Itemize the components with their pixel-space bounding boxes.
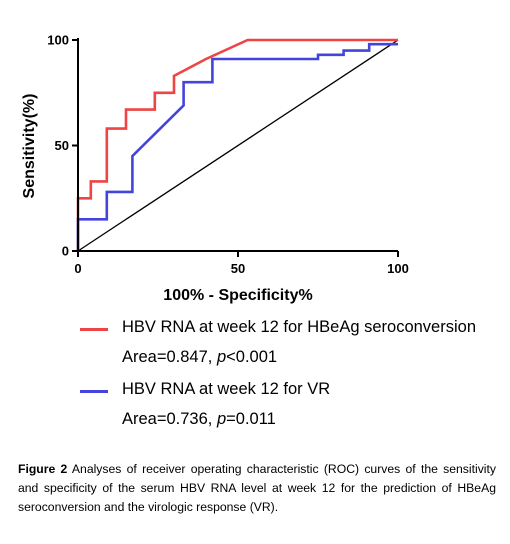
- plot-area: 0 50 100 0 50 100: [47, 33, 409, 277]
- legend-series-name: HBV RNA at week 12 for VR: [122, 380, 331, 398]
- legend: HBV RNA at week 12 for HBeAg seroconvers…: [80, 318, 510, 442]
- y-tick-label: 50: [55, 138, 69, 153]
- x-tick-label: 100: [387, 261, 409, 276]
- legend-series-stat: Area=0.736, p=0.011: [122, 410, 276, 428]
- figure-caption: Figure 2 Analyses of receiver operating …: [18, 460, 496, 517]
- y-tick-label: 0: [62, 244, 69, 259]
- reference-diagonal: [77, 39, 399, 252]
- roc-chart: 0 50 100 0 50 100 100% - Specificity% Sensiti…: [21, 33, 409, 305]
- y-tick-label: 100: [47, 33, 69, 48]
- series-line-0: [76, 38, 398, 251]
- series-line-1: [76, 42, 398, 251]
- legend-entry-seroconversion: HBV RNA at week 12 for HBeAg seroconvers…: [80, 318, 510, 380]
- caption-text: Analyses of receiver operating character…: [18, 462, 496, 514]
- legend-series-name: HBV RNA at week 12 for HBeAg seroconvers…: [122, 318, 477, 336]
- x-tick-label: 0: [74, 261, 81, 276]
- legend-swatch-blue: [80, 390, 108, 393]
- legend-series-stat: Area=0.847, p<0.001: [122, 348, 278, 366]
- x-tick-label: 50: [231, 261, 245, 276]
- legend-entry-vr: HBV RNA at week 12 for VR Area=0.736, p=…: [80, 380, 510, 442]
- x-axis-title: 100% - Specificity%: [163, 287, 312, 304]
- caption-label: Figure 2: [18, 462, 68, 476]
- y-axis-title: Sensitivity(%): [21, 94, 38, 199]
- legend-swatch-red: [80, 328, 108, 331]
